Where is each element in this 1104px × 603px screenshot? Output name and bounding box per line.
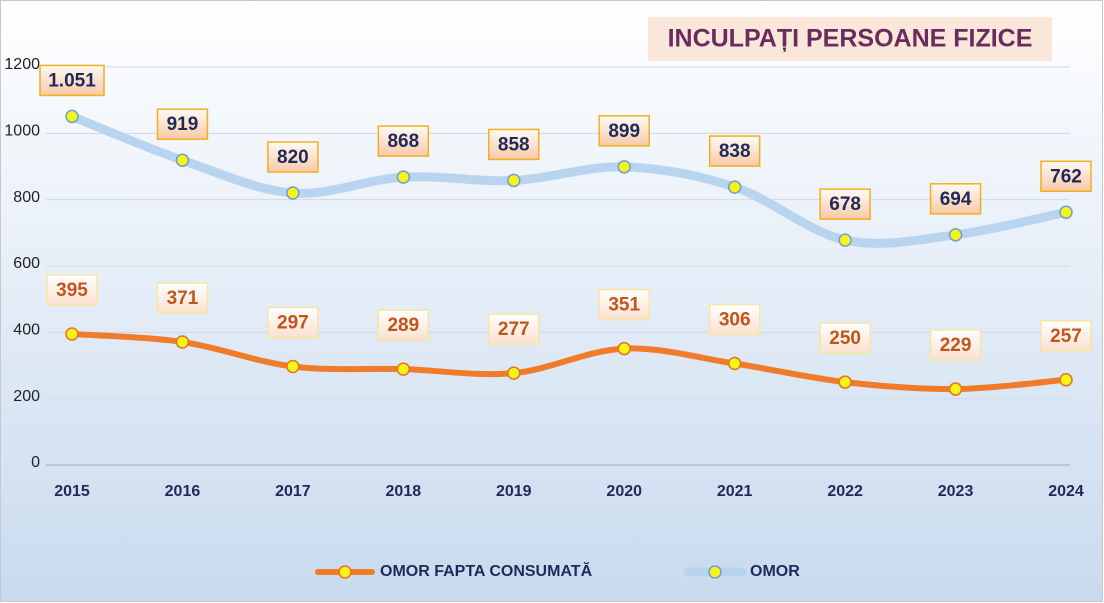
data-label: 250 [829, 328, 861, 349]
series-line [67, 111, 1071, 248]
x-tick-label: 2019 [496, 483, 532, 500]
marker [727, 356, 742, 371]
data-label: 306 [719, 310, 751, 331]
data-label-box [267, 141, 319, 173]
data-label-box [598, 115, 650, 147]
y-tick-label: 1200 [4, 56, 40, 73]
x-tick-label: 2022 [827, 483, 863, 500]
data-label-box [929, 183, 982, 215]
data-label-box [819, 322, 871, 354]
data-label: 371 [167, 288, 199, 309]
marker [1059, 205, 1073, 220]
x-tick-label: 2020 [606, 483, 642, 500]
marker [838, 375, 852, 389]
y-tick-label: 400 [13, 322, 40, 339]
marker [948, 228, 963, 242]
marker [617, 341, 631, 356]
series-line [69, 330, 1069, 393]
data-label: 919 [167, 114, 199, 135]
marker [286, 186, 300, 200]
data-label: 257 [1050, 326, 1082, 347]
marker [507, 366, 521, 380]
marker [948, 382, 963, 396]
data-label-box [819, 188, 871, 220]
x-tick-label: 2017 [275, 483, 311, 500]
x-tick-label: 2015 [54, 483, 90, 500]
x-tick-label: 2016 [165, 483, 201, 500]
data-label-box [267, 306, 319, 339]
data-label: 868 [387, 131, 419, 152]
data-label: 1.051 [48, 70, 96, 91]
data-label-box [156, 282, 209, 314]
legend-label: OMOR FAPTA CONSUMATĂ [380, 561, 593, 580]
marker [175, 335, 190, 349]
x-tick-label: 2018 [386, 483, 422, 500]
marker [65, 327, 79, 341]
y-tick-label: 0 [31, 454, 40, 471]
data-label: 820 [277, 147, 309, 168]
y-tick-label: 200 [13, 388, 40, 405]
marker [1059, 373, 1073, 387]
marker [727, 180, 742, 194]
data-label-box [708, 303, 761, 336]
data-label: 297 [277, 313, 309, 334]
data-label: 351 [608, 295, 640, 316]
marker [507, 173, 521, 188]
data-label-box [1040, 160, 1092, 193]
legend-marker [338, 565, 352, 579]
y-tick-label: 1000 [4, 123, 40, 140]
marker [65, 109, 79, 124]
legend-label: OMOR [750, 563, 800, 580]
marker [838, 233, 852, 247]
data-label-box [929, 329, 982, 361]
data-label-box [488, 313, 540, 345]
data-label-box [46, 274, 98, 306]
data-label: 762 [1050, 166, 1082, 187]
title-box [648, 17, 1052, 61]
data-label-box [1040, 320, 1092, 352]
data-label-box [377, 125, 430, 157]
data-label: 289 [387, 315, 419, 336]
marker [175, 153, 190, 167]
data-label-box [377, 309, 430, 341]
data-label-box [156, 108, 209, 140]
marker [617, 160, 631, 174]
marker [396, 362, 411, 376]
data-label: 277 [498, 319, 530, 340]
marker [396, 170, 411, 184]
data-label: 678 [829, 194, 861, 215]
x-tick-label: 2024 [1048, 483, 1084, 500]
y-tick-label: 800 [13, 189, 40, 206]
data-label-box [598, 288, 650, 321]
data-label: 229 [940, 335, 972, 356]
legend-marker [708, 565, 722, 579]
data-label: 395 [56, 280, 88, 301]
data-label: 838 [719, 141, 751, 162]
data-label: 858 [498, 134, 530, 155]
data-label: 694 [940, 189, 972, 210]
data-label: 899 [608, 121, 640, 142]
data-label-box [39, 64, 105, 97]
marker [286, 359, 300, 374]
y-tick-label: 600 [13, 255, 40, 272]
x-tick-label: 2023 [938, 483, 974, 500]
data-label-box [708, 135, 761, 167]
x-tick-label: 2021 [717, 483, 753, 500]
data-label-box [488, 128, 540, 161]
chart-title: INCULPAȚI PERSOANE FIZICE [668, 25, 1033, 53]
